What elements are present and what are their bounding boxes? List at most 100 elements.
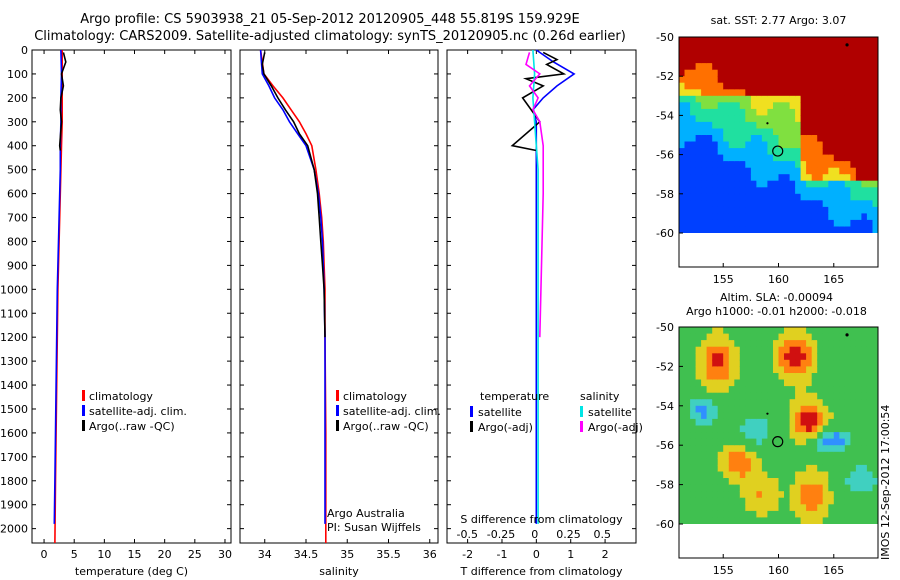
heatmap-cell <box>712 187 719 195</box>
heatmap-cell <box>767 451 774 459</box>
heatmap-cell <box>717 386 724 394</box>
heatmap-cell <box>679 471 686 479</box>
heatmap-cell <box>679 392 686 400</box>
heatmap-cell <box>690 412 697 420</box>
heatmap-cell <box>861 373 868 381</box>
heatmap-cell <box>717 510 724 519</box>
legend-label: climatology <box>343 390 407 403</box>
heatmap-cell <box>756 193 763 201</box>
heatmap-cell <box>728 135 735 143</box>
heatmap-cell <box>855 174 862 182</box>
heatmap-cell <box>855 412 862 420</box>
heatmap-cell <box>701 206 708 214</box>
heatmap-cell <box>839 89 846 97</box>
heatmap-cell <box>811 510 818 519</box>
heatmap-cell <box>717 366 724 374</box>
heatmap-cell <box>695 56 702 64</box>
heatmap-cell <box>767 464 774 473</box>
heatmap-cell <box>795 359 802 367</box>
heatmap-cell <box>739 405 746 413</box>
heatmap-cell <box>822 121 829 129</box>
heatmap-cell <box>817 187 824 195</box>
heatmap-cell <box>734 63 741 71</box>
heatmap-cell <box>806 425 813 433</box>
y-tick-label: 800 <box>7 235 28 248</box>
heatmap-cell <box>817 412 824 420</box>
x-axis-label: temperature (deg C) <box>75 565 188 578</box>
heatmap-cell <box>872 219 878 227</box>
heatmap-cell <box>679 340 686 348</box>
heatmap-cell <box>745 418 752 427</box>
heatmap-cell <box>872 484 878 492</box>
heatmap-cell <box>833 451 840 459</box>
heatmap-cell <box>739 141 746 149</box>
heatmap-cell <box>684 102 691 110</box>
heatmap-cell <box>717 399 724 407</box>
heatmap-cell <box>872 161 878 169</box>
heatmap-cell <box>739 187 746 195</box>
heatmap-cell <box>822 478 829 486</box>
heatmap-cell <box>773 95 780 103</box>
heatmap-cell <box>750 148 757 156</box>
heatmap-cell <box>745 359 752 367</box>
heatmap-cell <box>811 392 818 400</box>
x-tick-label: 1 <box>567 548 574 561</box>
heatmap-cell <box>844 432 851 440</box>
heatmap-cell <box>795 43 802 51</box>
heatmap-cell <box>750 37 757 45</box>
heatmap-cell <box>855 95 862 103</box>
heatmap-cell <box>773 405 780 413</box>
heatmap-cell <box>811 206 818 214</box>
heatmap-cell <box>850 180 857 188</box>
heatmap-cell <box>723 115 730 123</box>
heatmap-cell <box>745 193 752 201</box>
heatmap-cell <box>717 69 724 77</box>
heatmap-cell <box>690 464 697 473</box>
map-y-tick-label: -58 <box>656 188 674 201</box>
heatmap-cell <box>861 359 868 367</box>
heatmap-cell <box>745 95 752 103</box>
heatmap-cell <box>833 43 840 51</box>
heatmap-cell <box>728 161 735 169</box>
heatmap-cell <box>800 491 807 499</box>
heatmap-cell <box>773 392 780 400</box>
heatmap-cell <box>800 464 807 473</box>
heatmap-cell <box>872 464 878 473</box>
heatmap-cell <box>811 386 818 394</box>
heatmap-cell <box>795 187 802 195</box>
heatmap-cell <box>734 69 741 77</box>
heatmap-cell <box>778 193 785 201</box>
heatmap-cell <box>756 504 763 512</box>
heatmap-cell <box>761 327 768 335</box>
heatmap-cell <box>690 63 697 71</box>
heatmap-cell <box>756 418 763 427</box>
heatmap-cell <box>712 226 719 233</box>
heatmap-cell <box>717 458 724 466</box>
heatmap-cell <box>706 135 713 143</box>
heatmap-cell <box>833 108 840 116</box>
heatmap-cell <box>756 174 763 182</box>
heatmap-cell <box>767 226 774 233</box>
heatmap-cell <box>706 187 713 195</box>
heatmap-cell <box>728 102 735 110</box>
heatmap-cell <box>778 50 785 58</box>
heatmap-cell <box>833 504 840 512</box>
heatmap-cell <box>778 76 785 84</box>
heatmap-cell <box>712 451 719 459</box>
heatmap-cell <box>817 392 824 400</box>
heatmap-cell <box>839 484 846 492</box>
heatmap-cell <box>822 180 829 188</box>
heatmap-cell <box>684 135 691 143</box>
y-tick-label: 600 <box>7 188 28 201</box>
heatmap-cell <box>817 180 824 188</box>
heatmap-cell <box>723 418 730 427</box>
heatmap-cell <box>695 219 702 227</box>
heatmap-cell <box>839 213 846 221</box>
heatmap-cell <box>800 392 807 400</box>
heatmap-cell <box>789 432 796 440</box>
heatmap-cell <box>866 451 873 459</box>
heatmap-cell <box>855 373 862 381</box>
heatmap-cell <box>795 333 802 341</box>
heatmap-cell <box>679 154 686 162</box>
